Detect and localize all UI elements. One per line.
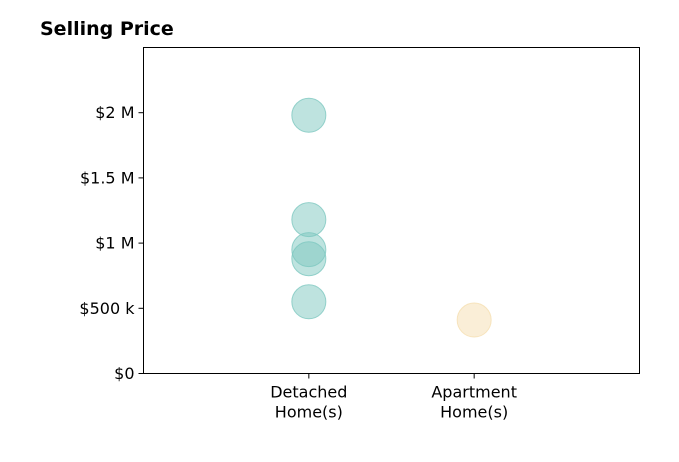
y-tick-label: $1.5 M xyxy=(80,168,135,187)
y-tick-label: $1 M xyxy=(95,234,134,253)
x-tick-label: Apartment Home(s) xyxy=(431,383,517,422)
data-point xyxy=(291,284,327,320)
data-point xyxy=(291,97,327,133)
data-point xyxy=(291,202,327,238)
chart-title: Selling Price xyxy=(40,18,174,40)
y-tick-label: $0 xyxy=(114,364,134,383)
plot-frame xyxy=(143,47,640,374)
data-point xyxy=(456,302,492,338)
y-tick-label: $500 k xyxy=(79,299,135,318)
plot-area xyxy=(291,97,492,338)
x-tick-label: Detached Home(s) xyxy=(270,383,347,422)
axes: $0 $500 k $1 M $1.5 M $2 M Detached Home(s) Apa… xyxy=(79,103,517,421)
y-tick-label: $2 M xyxy=(95,103,134,122)
data-point xyxy=(291,241,327,277)
